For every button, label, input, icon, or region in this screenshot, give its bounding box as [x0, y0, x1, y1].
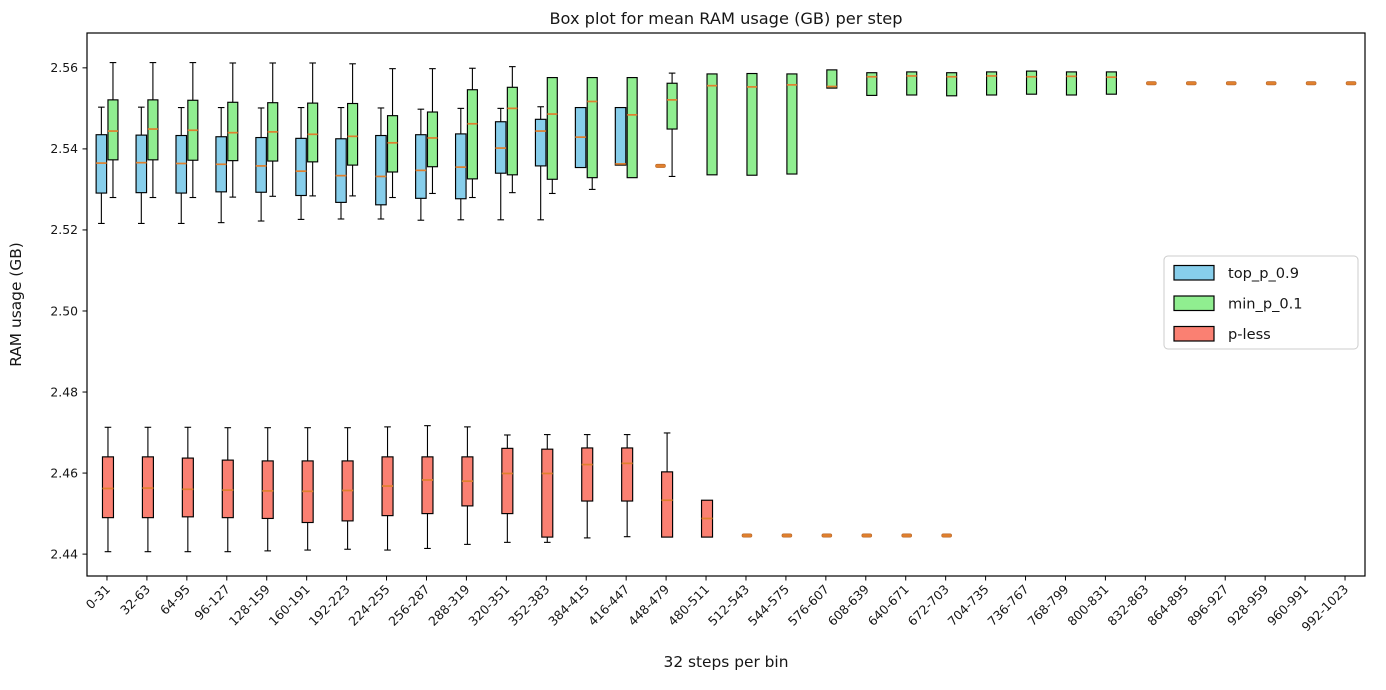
collapsed-median-dash	[1185, 81, 1197, 86]
collapsed-median-dash	[1146, 81, 1157, 86]
collapsed-median-dash	[821, 533, 833, 538]
box	[181, 457, 194, 518]
box	[621, 447, 634, 502]
box	[421, 456, 434, 515]
legend-label-top_p_0.9: top_p_0.9	[1228, 265, 1299, 282]
collapsed-median-dash	[1305, 81, 1317, 86]
box	[227, 101, 239, 162]
box	[826, 69, 838, 89]
box	[581, 447, 594, 502]
box	[107, 99, 119, 161]
legend-swatch-p-less	[1173, 325, 1215, 342]
box	[466, 89, 478, 180]
collapsed-median-dash	[1265, 81, 1277, 86]
box	[307, 102, 319, 163]
collapsed-median-dash	[1345, 81, 1357, 86]
legend-swatch-min_p_0.1	[1173, 295, 1215, 312]
box	[706, 73, 718, 176]
box	[534, 118, 547, 167]
collapsed-median-dash	[655, 163, 666, 168]
box	[626, 76, 638, 179]
y-axis-label: RAM usage (GB)	[7, 242, 25, 367]
y-tick-label: 2.52	[50, 222, 78, 237]
box	[295, 137, 307, 197]
box	[786, 73, 798, 175]
legend: top_p_0.9 min_p_0.1 p-less	[1163, 255, 1359, 350]
box	[386, 115, 399, 173]
box	[501, 447, 514, 515]
box	[506, 86, 518, 176]
collapsed-median-dash	[741, 533, 753, 538]
collapsed-median-dash	[941, 533, 952, 538]
collapsed-median-dash	[781, 533, 793, 538]
series-min_p_0.1	[107, 62, 1357, 199]
series-p-less	[101, 425, 952, 553]
collapsed-median-dash	[861, 533, 873, 538]
box	[866, 72, 878, 96]
legend-label-p-less: p-less	[1228, 326, 1271, 343]
box	[1105, 71, 1117, 95]
box	[1025, 70, 1038, 95]
box	[255, 136, 267, 193]
box	[586, 76, 598, 179]
y-tick-label: 2.54	[50, 141, 78, 156]
box	[541, 448, 554, 538]
plot-border	[86, 32, 1366, 577]
box	[426, 111, 439, 168]
box	[906, 71, 918, 96]
y-tick-label: 2.46	[50, 465, 78, 480]
y-tick-label: 2.44	[50, 546, 78, 561]
box	[746, 72, 758, 176]
x-axis-label: 32 steps per bin	[664, 653, 789, 671]
box	[335, 138, 347, 203]
box	[546, 76, 558, 180]
box	[415, 134, 427, 199]
box	[986, 71, 998, 96]
box	[101, 456, 115, 519]
box	[666, 82, 678, 130]
collapsed-median-dash	[1225, 81, 1237, 86]
legend-label-min_p_0.1: min_p_0.1	[1228, 296, 1303, 313]
box	[261, 460, 274, 520]
box	[135, 134, 148, 194]
series-top_p_0.9	[95, 106, 666, 225]
y-tick-label: 2.48	[50, 384, 78, 399]
y-tick-label: 2.56	[50, 60, 78, 75]
box	[614, 106, 627, 166]
box	[661, 471, 674, 538]
box	[221, 459, 234, 519]
collapsed-median-dash	[901, 533, 913, 538]
box	[375, 134, 387, 206]
chart-title: Box plot for mean RAM usage (GB) per ste…	[549, 9, 902, 28]
legend-swatch-top_p_0.9	[1173, 264, 1215, 281]
y-tick-label: 2.50	[50, 303, 78, 318]
box	[946, 72, 958, 97]
box	[347, 102, 359, 166]
box	[1065, 71, 1078, 96]
